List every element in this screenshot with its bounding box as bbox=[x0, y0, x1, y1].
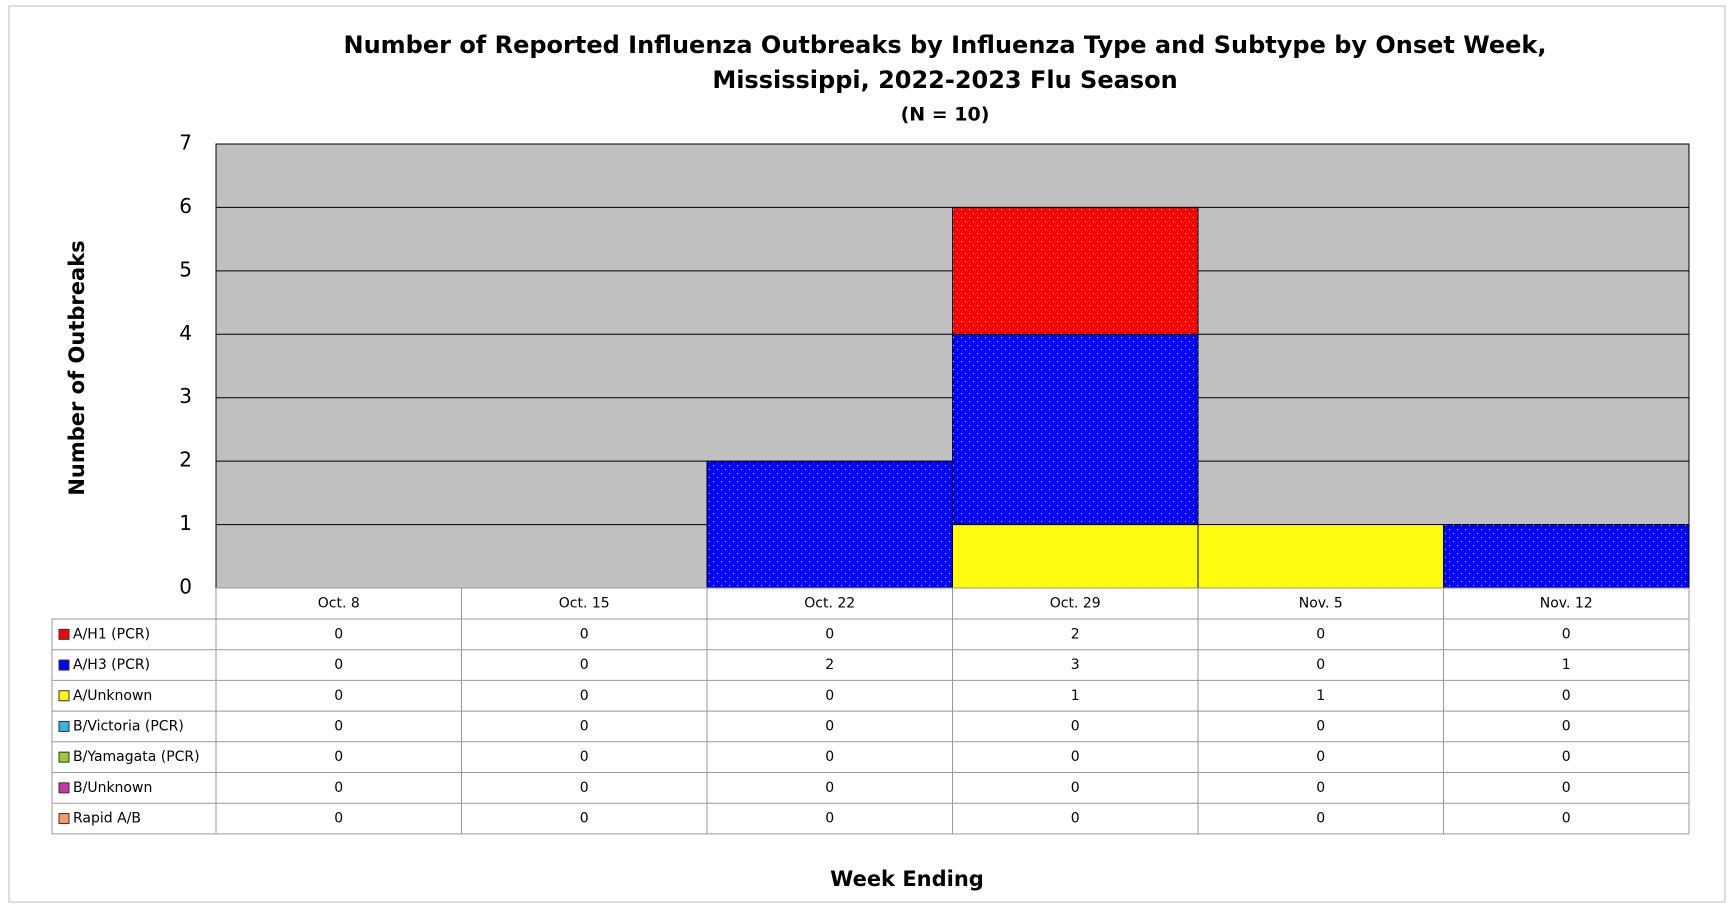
table-value: 0 bbox=[1316, 626, 1325, 642]
table-value: 0 bbox=[580, 718, 589, 734]
table-value: 0 bbox=[825, 626, 834, 642]
table-value: 0 bbox=[825, 718, 834, 734]
legend-swatch bbox=[58, 720, 70, 732]
x-tick-label: Oct. 22 bbox=[804, 596, 855, 612]
legend-swatch bbox=[58, 690, 70, 702]
table-value: 0 bbox=[334, 657, 343, 673]
y-tick-label: 6 bbox=[179, 194, 192, 218]
x-tick-label: Oct. 29 bbox=[1050, 596, 1101, 612]
table-value: 0 bbox=[825, 749, 834, 765]
table-value: 2 bbox=[825, 657, 834, 673]
chart-title-line2: Mississippi, 2022-2023 Flu Season bbox=[712, 66, 1177, 94]
table-value: 0 bbox=[825, 780, 834, 796]
legend-label: Rapid A/B bbox=[73, 811, 141, 827]
y-tick-label: 4 bbox=[179, 321, 192, 345]
table-value: 0 bbox=[580, 780, 589, 796]
x-tick-label: Nov. 12 bbox=[1540, 596, 1593, 612]
legend-label: A/H3 (PCR) bbox=[73, 657, 150, 673]
bar bbox=[952, 333, 1199, 526]
table-value: 0 bbox=[1562, 718, 1571, 734]
chart-subtitle: (N = 10) bbox=[901, 104, 990, 126]
y-tick-label: 1 bbox=[179, 511, 192, 535]
legend-label: B/Unknown bbox=[73, 780, 152, 796]
legend-swatch bbox=[58, 628, 70, 640]
bar bbox=[952, 206, 1199, 335]
legend-label: B/Victoria (PCR) bbox=[73, 718, 184, 734]
table-value: 0 bbox=[1316, 657, 1325, 673]
table-value: 1 bbox=[1562, 657, 1571, 673]
bar bbox=[952, 524, 1199, 589]
table-value: 0 bbox=[825, 811, 834, 827]
legend-swatch bbox=[58, 659, 70, 671]
legend-swatch bbox=[58, 813, 70, 825]
table-value: 0 bbox=[1316, 718, 1325, 734]
legend-label: A/H1 (PCR) bbox=[73, 626, 150, 642]
table-value: 1 bbox=[1071, 688, 1080, 704]
table-value: 0 bbox=[1071, 749, 1080, 765]
table-value: 2 bbox=[1071, 626, 1080, 642]
table-value: 0 bbox=[334, 626, 343, 642]
table-value: 0 bbox=[1071, 811, 1080, 827]
table-value: 0 bbox=[580, 626, 589, 642]
bar bbox=[1197, 524, 1444, 589]
y-tick-label: 7 bbox=[179, 131, 192, 155]
table-value: 0 bbox=[1071, 780, 1080, 796]
bar bbox=[1443, 524, 1690, 589]
table-value: 0 bbox=[334, 780, 343, 796]
y-axis-label: Number of Outbreaks bbox=[65, 240, 89, 495]
x-tick-label: Oct. 8 bbox=[318, 596, 360, 612]
table-value: 0 bbox=[334, 811, 343, 827]
table-value: 0 bbox=[1562, 688, 1571, 704]
bar bbox=[706, 460, 953, 589]
x-tick-label: Nov. 5 bbox=[1299, 596, 1343, 612]
legend-swatch bbox=[58, 782, 70, 794]
y-tick-label: 5 bbox=[179, 257, 192, 281]
table-value: 3 bbox=[1071, 657, 1080, 673]
table-value: 0 bbox=[1562, 626, 1571, 642]
table-value: 0 bbox=[580, 811, 589, 827]
chart-title: Number of Reported Influenza Outbreaks b… bbox=[343, 31, 1546, 59]
table-value: 0 bbox=[1316, 749, 1325, 765]
table-value: 0 bbox=[1562, 780, 1571, 796]
table-value: 0 bbox=[580, 749, 589, 765]
table-value: 0 bbox=[580, 688, 589, 704]
legend-label: A/Unknown bbox=[73, 688, 152, 704]
legend-label: B/Yamagata (PCR) bbox=[73, 749, 200, 765]
table-value: 0 bbox=[334, 718, 343, 734]
table-value: 1 bbox=[1316, 688, 1325, 704]
table-value: 0 bbox=[1316, 780, 1325, 796]
x-axis-label: Week Ending bbox=[830, 867, 984, 891]
y-tick-label: 2 bbox=[179, 448, 192, 472]
table-value: 0 bbox=[334, 688, 343, 704]
table-value: 0 bbox=[825, 688, 834, 704]
table-value: 0 bbox=[1562, 811, 1571, 827]
y-tick-label: 3 bbox=[179, 384, 192, 408]
table-value: 0 bbox=[1562, 749, 1571, 765]
legend-swatch bbox=[58, 751, 70, 763]
x-tick-label: Oct. 15 bbox=[559, 596, 610, 612]
y-tick-label: 0 bbox=[179, 575, 192, 599]
table-value: 0 bbox=[580, 657, 589, 673]
table-value: 0 bbox=[334, 749, 343, 765]
table-value: 0 bbox=[1316, 811, 1325, 827]
table-value: 0 bbox=[1071, 718, 1080, 734]
